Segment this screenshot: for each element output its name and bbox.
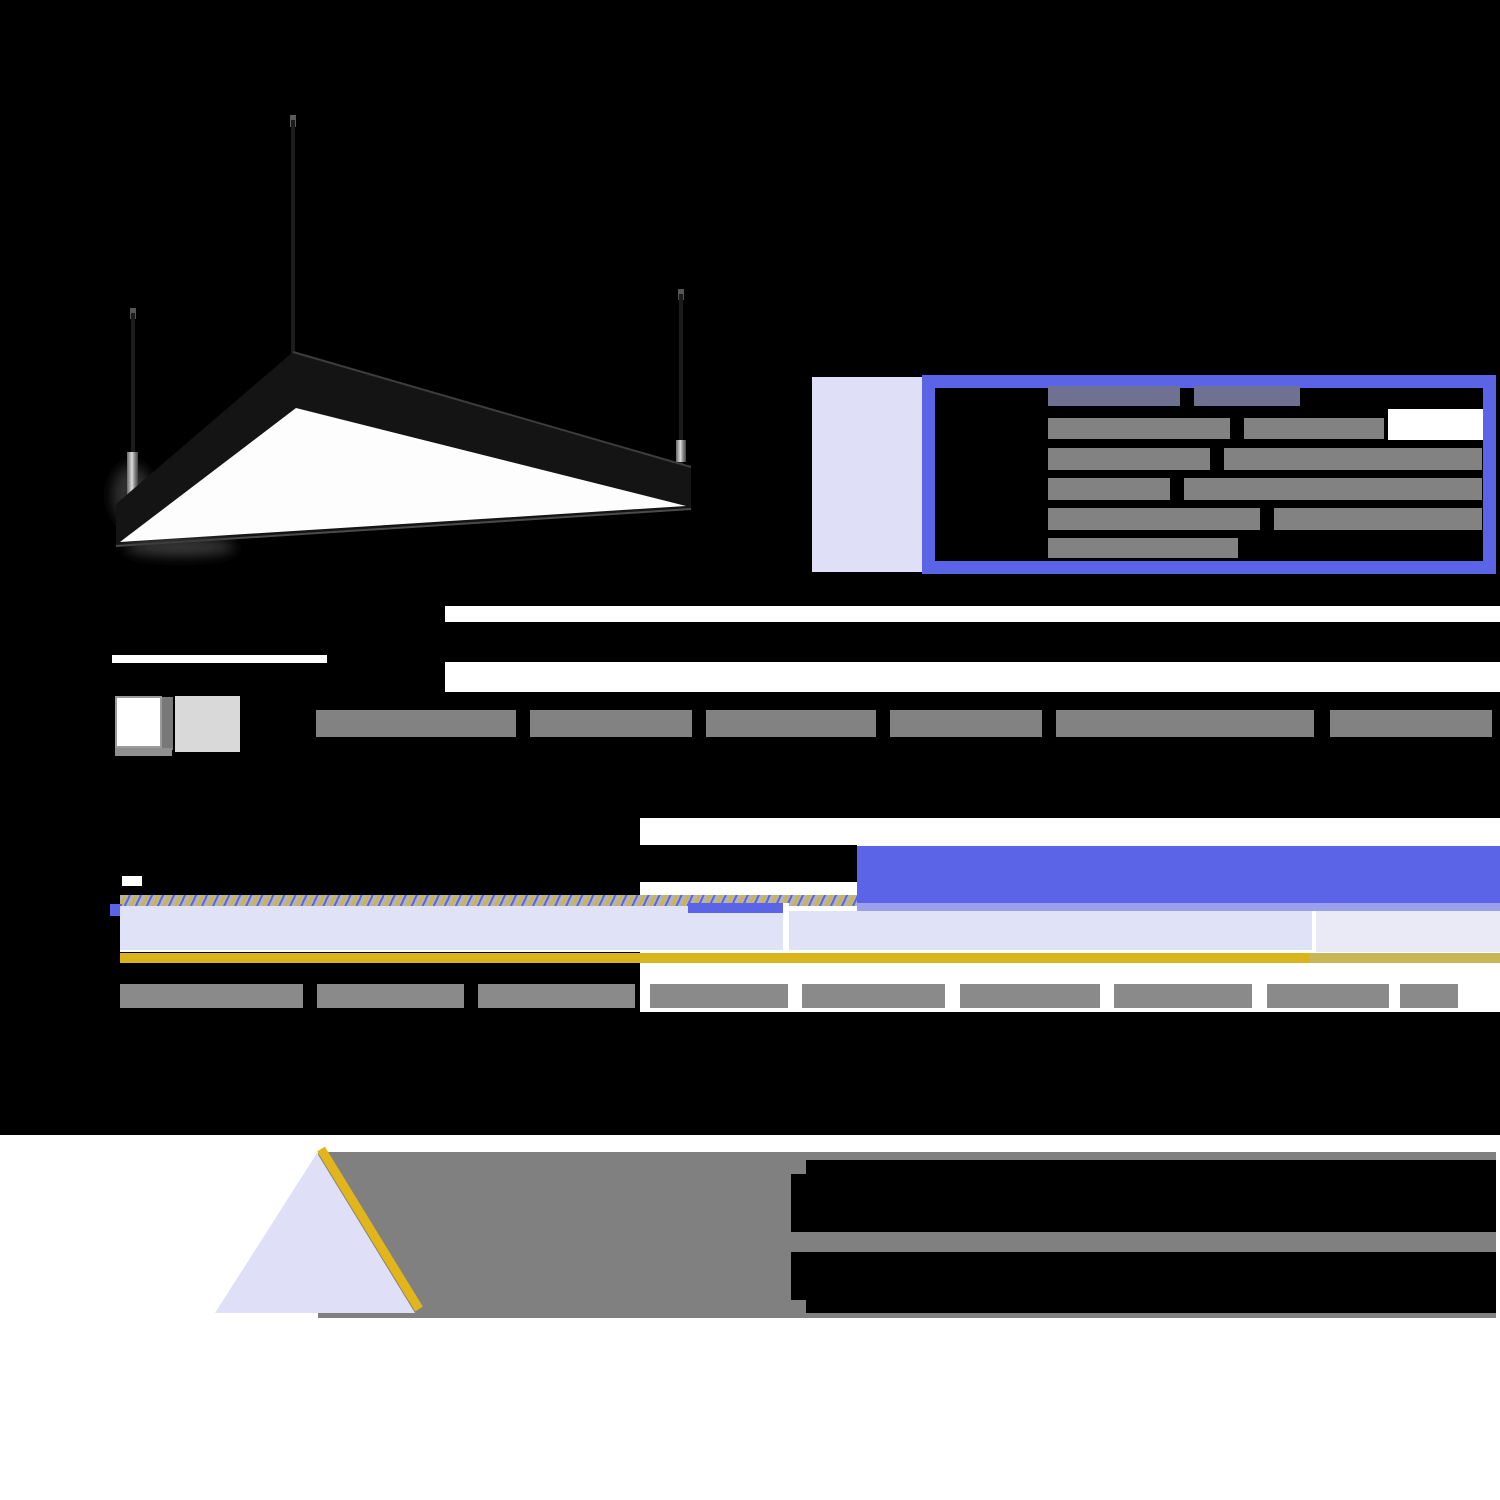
- diagram-blue-dot: [110, 904, 122, 916]
- suspension-cable-right: [679, 294, 683, 466]
- suspension-cable-left: [131, 313, 135, 455]
- redacted-text-run: [1330, 710, 1492, 737]
- diagram-yellow-edge: [317, 1146, 423, 1312]
- redacted-text-run: [316, 710, 516, 737]
- redacted-text-run: [120, 984, 303, 1008]
- cable-gripper-icon: [127, 452, 138, 500]
- diagram-band-divider: [1312, 911, 1316, 952]
- swatch-shadow: [162, 697, 173, 750]
- info-box-highlight-chip: [1388, 409, 1483, 440]
- diagram-yellow-led-strip: [120, 953, 1310, 963]
- diagram-lavender-band-2: [789, 911, 1312, 952]
- swatch-shadow: [115, 748, 172, 756]
- cable-gripper-icon: [676, 440, 686, 462]
- diagram-hatched-strip: [120, 895, 857, 906]
- diagram-triangle: [215, 1153, 415, 1313]
- heading-band-background: [445, 606, 1500, 692]
- redacted-text-run: [317, 984, 464, 1008]
- diagram-lavender-band-3: [1316, 911, 1500, 952]
- diagram-blue-cap: [688, 903, 783, 913]
- triangle-shape-diagram: [215, 1146, 423, 1313]
- frame-edge-highlight: [292, 351, 692, 468]
- diagram-lightblue-strip: [857, 903, 1500, 911]
- color-swatch-gray[interactable]: [175, 696, 240, 752]
- redacted-text-run: [1056, 710, 1314, 737]
- redacted-text-run: [122, 876, 142, 886]
- diagram-yellow-led-strip-light: [1310, 953, 1500, 963]
- redacted-text-run: [706, 710, 876, 737]
- redacted-text-run: [530, 710, 692, 737]
- lamp-diffuser-panel: [120, 408, 686, 542]
- variant-thumbnail[interactable]: [812, 377, 922, 572]
- diagram-blue-bar: [857, 846, 1500, 903]
- diagram-lavender-band-1: [120, 906, 783, 952]
- product-photo-triangle-pendant-lamp: [112, 115, 692, 556]
- selected-variant-info-box[interactable]: [922, 375, 1496, 574]
- shadow: [125, 538, 235, 556]
- color-swatch-white[interactable]: [115, 696, 162, 748]
- redacted-text-run: [890, 710, 1042, 737]
- bottom-gray-panel: [318, 1152, 1496, 1318]
- redacted-text-run: [112, 655, 327, 663]
- suspension-cable-center: [291, 120, 295, 358]
- redacted-text-run: [478, 984, 635, 1008]
- diagram-band-divider: [783, 903, 789, 953]
